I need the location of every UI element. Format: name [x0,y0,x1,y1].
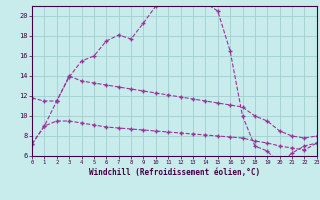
X-axis label: Windchill (Refroidissement éolien,°C): Windchill (Refroidissement éolien,°C) [89,168,260,177]
